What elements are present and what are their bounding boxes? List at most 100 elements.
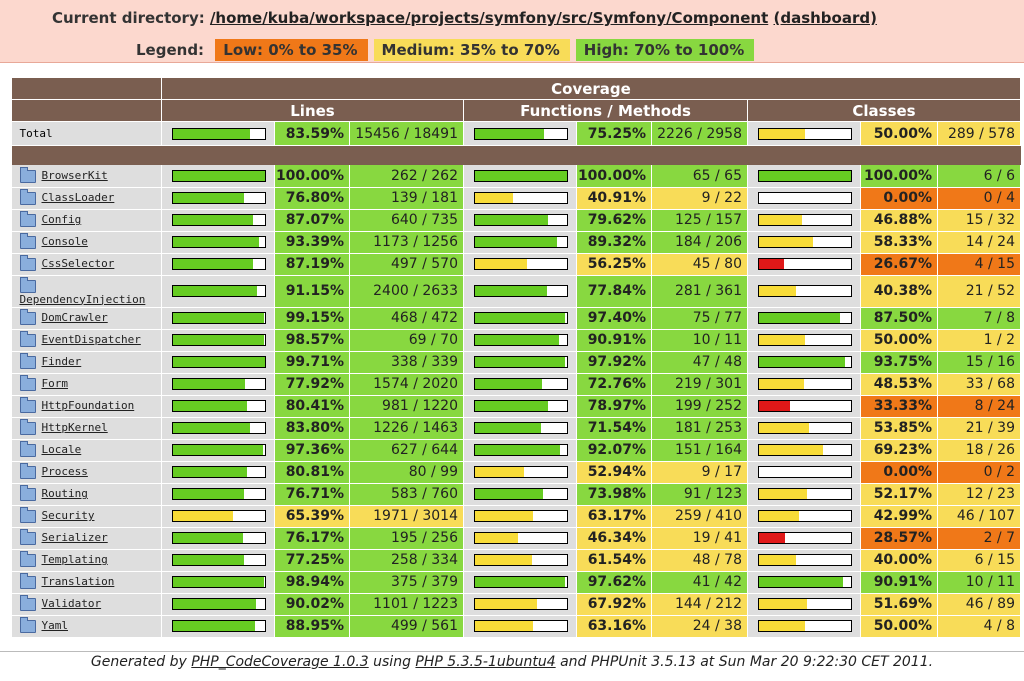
classes-progress-bar (758, 400, 852, 412)
directory-link[interactable]: EventDispatcher (41, 333, 141, 347)
functions-progress-fill (475, 511, 534, 521)
lines-count: 1574 / 2020 (349, 373, 464, 396)
classes-progress-bar (758, 127, 852, 140)
directory-name-cell[interactable]: Form (11, 373, 162, 396)
lines-bar-cell (161, 549, 275, 572)
directory-link[interactable]: Config (41, 213, 82, 227)
functions-count: 125 / 157 (651, 209, 748, 232)
directory-name-cell[interactable]: Locale (11, 439, 162, 462)
classes-count: 14 / 24 (937, 231, 1021, 254)
directory-link[interactable]: DomCrawler (41, 311, 108, 325)
directory-name-cell[interactable]: DomCrawler (11, 307, 162, 330)
directory-name-cell[interactable]: Process (11, 461, 162, 484)
directory-name-cell[interactable]: EventDispatcher (11, 329, 162, 352)
directory-name-cell[interactable]: Routing (11, 483, 162, 506)
functions-progress-bar (474, 400, 568, 412)
directory-link[interactable]: Form (41, 377, 69, 391)
directory-name-cell[interactable]: BrowserKit (11, 165, 162, 188)
lines-count: 640 / 735 (349, 209, 464, 232)
lines-bar-cell (161, 373, 275, 396)
functions-percent: 77.84% (576, 275, 652, 308)
table-row: HttpFoundation 80.41% 981 / 1220 78.97% 199 … (11, 395, 1021, 418)
directory-name-cell[interactable]: CssSelector (11, 253, 162, 276)
functions-bar-cell (463, 505, 577, 528)
directory-name-cell[interactable]: ClassLoader (11, 187, 162, 210)
directory-link[interactable]: ClassLoader (41, 191, 115, 205)
lines-percent: 77.92% (274, 373, 350, 396)
folder-icon (19, 484, 36, 501)
lines-progress-bar (172, 422, 266, 434)
directory-link[interactable]: Translation (41, 575, 115, 589)
functions-bar-cell (463, 593, 577, 616)
directory-name-cell[interactable]: Finder (11, 351, 162, 374)
directory-link[interactable]: Yaml (41, 619, 69, 633)
directory-link[interactable]: HttpFoundation (41, 399, 135, 413)
lines-progress-bar (172, 214, 266, 226)
directory-link[interactable]: BrowserKit (41, 169, 108, 182)
functions-progress-fill (475, 599, 538, 609)
functions-percent: 52.94% (576, 461, 652, 484)
lines-bar-cell (161, 395, 275, 418)
directory-name-cell[interactable]: HttpFoundation (11, 395, 162, 418)
functions-percent: 67.92% (576, 593, 652, 616)
directory-link[interactable]: CssSelector (41, 257, 115, 271)
table-row: Form 77.92% 1574 / 2020 72.76% 219 / 301 48.5… (11, 373, 1021, 396)
directory-name-cell[interactable]: Serializer (11, 527, 162, 550)
directory-link[interactable]: Locale (41, 443, 82, 457)
lines-count: 468 / 472 (349, 307, 464, 330)
functions-bar-cell (463, 121, 577, 146)
lines-count: 258 / 334 (349, 549, 464, 572)
functions-count: 75 / 77 (651, 307, 748, 330)
page-footer: Generated by PHP_CodeCoverage 1.0.3 usin… (0, 654, 1024, 670)
directory-link[interactable]: Process (41, 465, 88, 479)
directory-name-cell[interactable]: Templating (11, 549, 162, 572)
directory-link[interactable]: DependencyInjection (19, 292, 146, 306)
directory-name-cell[interactable]: Yaml (11, 615, 162, 638)
classes-percent: 50.00% (860, 121, 938, 146)
functions-bar-cell (463, 253, 577, 276)
directory-link[interactable]: Serializer (41, 531, 108, 545)
lines-bar-cell (161, 307, 275, 330)
lines-header: Lines (161, 99, 464, 122)
directory-link[interactable]: Security (41, 509, 95, 523)
directory-name-cell[interactable]: HttpKernel (11, 417, 162, 440)
directory-link[interactable]: Validator (41, 597, 102, 611)
folder-icon (19, 528, 36, 545)
php-codecoverage-link[interactable]: PHP_CodeCoverage 1.0.3 (191, 654, 369, 670)
directory-name-cell[interactable]: DependencyInjection (11, 275, 162, 308)
directory-link[interactable]: Finder (41, 355, 82, 369)
directory-link[interactable]: HttpKernel (41, 421, 108, 435)
classes-bar-cell (747, 121, 861, 146)
directory-name-cell[interactable]: Console (11, 231, 162, 254)
lines-progress-bar (172, 312, 266, 324)
directory-link[interactable]: Routing (41, 487, 88, 501)
classes-percent: 48.53% (860, 373, 938, 396)
lines-progress-bar (172, 127, 266, 140)
functions-bar-cell (463, 571, 577, 594)
directory-name-cell[interactable]: Config (11, 209, 162, 232)
lines-progress-bar (172, 334, 266, 346)
folder-icon (19, 616, 36, 633)
classes-count: 6 / 6 (937, 165, 1021, 188)
php-version-link[interactable]: PHP 5.3.5-1ubuntu4 (415, 654, 556, 670)
classes-progress-bar (758, 236, 852, 248)
lines-progress-bar (172, 620, 266, 632)
dashboard-link[interactable]: (dashboard) (773, 9, 877, 27)
directory-name-cell[interactable]: Translation (11, 571, 162, 594)
functions-progress-bar (474, 236, 568, 248)
functions-progress-bar (474, 334, 568, 346)
functions-bar-cell (463, 483, 577, 506)
classes-progress-bar (758, 285, 852, 297)
functions-count: 281 / 361 (651, 275, 748, 308)
directory-path-link[interactable]: /home/kuba/workspace/projects/symfony/sr… (209, 9, 769, 27)
directory-link[interactable]: Console (41, 235, 88, 249)
directory-link[interactable]: Templating (41, 553, 108, 567)
directory-name-cell[interactable]: Security (11, 505, 162, 528)
table-row: EventDispatcher 98.57% 69 / 70 90.91% 10 / 1… (11, 329, 1021, 352)
functions-progress-bar (474, 378, 568, 390)
classes-progress-bar (758, 356, 852, 368)
classes-count: 8 / 24 (937, 395, 1021, 418)
functions-count: 65 / 65 (651, 165, 748, 188)
legend-label: Legend: (136, 41, 205, 59)
directory-name-cell[interactable]: Validator (11, 593, 162, 616)
